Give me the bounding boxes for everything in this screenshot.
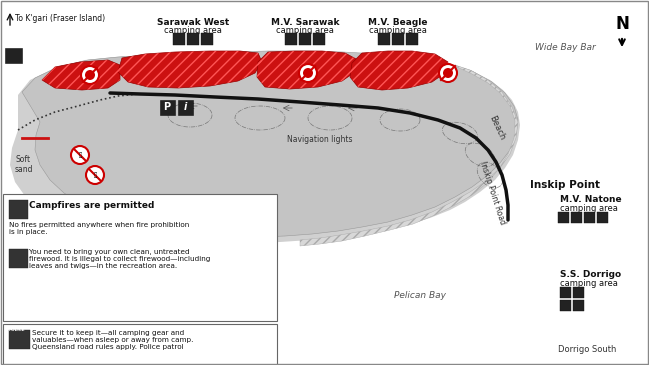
Text: Navigation lights: Navigation lights [288, 135, 353, 145]
Text: You need to bring your own clean, untreated
firewood. It is illegal to collect f: You need to bring your own clean, untrea… [29, 249, 210, 269]
FancyBboxPatch shape [177, 100, 193, 115]
Circle shape [86, 166, 104, 184]
Text: Inskip Point: Inskip Point [530, 180, 600, 190]
FancyBboxPatch shape [572, 300, 584, 311]
FancyBboxPatch shape [8, 200, 27, 219]
Text: 🚗: 🚗 [79, 152, 82, 158]
Circle shape [443, 68, 453, 78]
Text: Inskip Point Road: Inskip Point Road [478, 160, 506, 226]
Text: S.S. Dorrigo: S.S. Dorrigo [560, 270, 621, 279]
FancyBboxPatch shape [285, 33, 297, 45]
Text: camping area: camping area [369, 26, 427, 35]
FancyBboxPatch shape [3, 194, 277, 321]
FancyBboxPatch shape [406, 33, 419, 45]
Polygon shape [257, 51, 358, 89]
Text: Campfires are permitted: Campfires are permitted [29, 201, 154, 210]
FancyBboxPatch shape [173, 33, 186, 45]
Text: camping area: camping area [276, 26, 334, 35]
Text: P: P [164, 102, 171, 112]
Text: Soft
sand: Soft sand [15, 155, 34, 174]
FancyBboxPatch shape [313, 33, 325, 45]
FancyBboxPatch shape [187, 33, 199, 45]
FancyBboxPatch shape [583, 212, 595, 223]
Text: M.V. Beagle: M.V. Beagle [368, 18, 428, 27]
FancyBboxPatch shape [570, 212, 582, 223]
Text: Secure it to keep it—all camping gear and
valuables—when asleep or away from cam: Secure it to keep it—all camping gear an… [32, 330, 193, 350]
Polygon shape [300, 65, 518, 246]
Polygon shape [22, 51, 518, 237]
FancyBboxPatch shape [559, 300, 571, 311]
FancyBboxPatch shape [8, 249, 27, 268]
Circle shape [71, 146, 89, 164]
Text: Sarawak West: Sarawak West [157, 18, 229, 27]
Circle shape [303, 68, 313, 78]
Text: Beach: Beach [487, 114, 507, 142]
FancyBboxPatch shape [378, 33, 390, 45]
Text: 🚗: 🚗 [93, 172, 97, 178]
Text: No fires permitted anywhere when fire prohibition
is in place.: No fires permitted anywhere when fire pr… [9, 222, 190, 235]
FancyBboxPatch shape [392, 33, 404, 45]
FancyBboxPatch shape [557, 212, 569, 223]
FancyBboxPatch shape [299, 33, 312, 45]
Circle shape [81, 66, 99, 84]
Polygon shape [10, 52, 520, 244]
Polygon shape [42, 60, 120, 90]
Text: Pelican Bay: Pelican Bay [394, 291, 446, 300]
FancyBboxPatch shape [572, 287, 584, 298]
Text: M.V. Sarawak: M.V. Sarawak [271, 18, 339, 27]
Text: Dorrigo South: Dorrigo South [558, 345, 617, 354]
Text: POLICE: POLICE [9, 328, 25, 332]
Polygon shape [350, 51, 448, 90]
FancyBboxPatch shape [8, 330, 29, 349]
Text: camping area: camping area [560, 204, 618, 213]
FancyBboxPatch shape [596, 212, 608, 223]
Text: camping area: camping area [560, 279, 618, 288]
FancyBboxPatch shape [559, 287, 571, 298]
Polygon shape [118, 51, 262, 88]
FancyBboxPatch shape [160, 100, 175, 115]
Circle shape [299, 64, 317, 82]
Circle shape [439, 64, 457, 82]
Text: Wide Bay Bar: Wide Bay Bar [535, 43, 595, 53]
FancyBboxPatch shape [3, 324, 277, 365]
Text: N: N [615, 15, 629, 33]
Text: i: i [183, 102, 187, 112]
FancyBboxPatch shape [5, 47, 21, 62]
Text: camping area: camping area [164, 26, 222, 35]
Text: To K'gari (Fraser Island): To K'gari (Fraser Island) [15, 14, 105, 23]
Circle shape [85, 70, 95, 80]
Text: M.V. Natone: M.V. Natone [560, 195, 622, 204]
FancyBboxPatch shape [201, 33, 214, 45]
